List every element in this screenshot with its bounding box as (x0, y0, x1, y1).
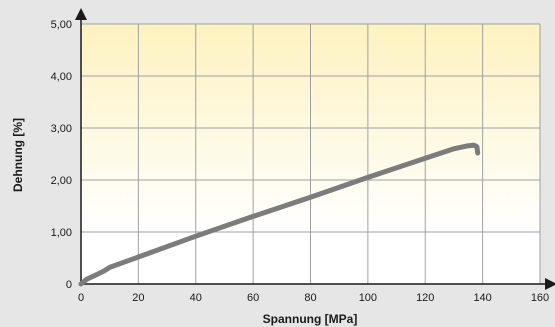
y-tick-label: 1,00 (51, 227, 72, 239)
x-tick-label: 20 (132, 292, 144, 304)
series-group (78, 142, 481, 287)
y-tick-label: 4,00 (51, 71, 72, 83)
y-tick-label: 2,00 (51, 175, 72, 187)
x-tick-label: 60 (247, 292, 259, 304)
x-tick-label: 100 (359, 292, 377, 304)
series-line (78, 142, 481, 287)
x-tick-label: 160 (531, 292, 549, 304)
x-tick-label: 0 (78, 292, 84, 304)
x-tick-label: 40 (190, 292, 202, 304)
axes (75, 8, 555, 290)
y-tick-label: 5,00 (51, 19, 72, 31)
x-tick-label: 120 (416, 292, 434, 304)
y-tick-label: 0 (66, 279, 72, 291)
x-tick-label: 140 (473, 292, 491, 304)
x-tick-label: 80 (304, 292, 316, 304)
x-tick-labels: 0 20 40 60 80 100 120 140 160 (78, 292, 549, 304)
grid (81, 23, 541, 284)
x-axis-label: Spannung [MPa] (263, 312, 358, 326)
y-tick-labels: 0 1,00 2,00 3,00 4,00 5,00 (51, 19, 72, 291)
y-tick-label: 3,00 (51, 123, 72, 135)
y-axis-label: Dehnung [%] (11, 118, 25, 192)
